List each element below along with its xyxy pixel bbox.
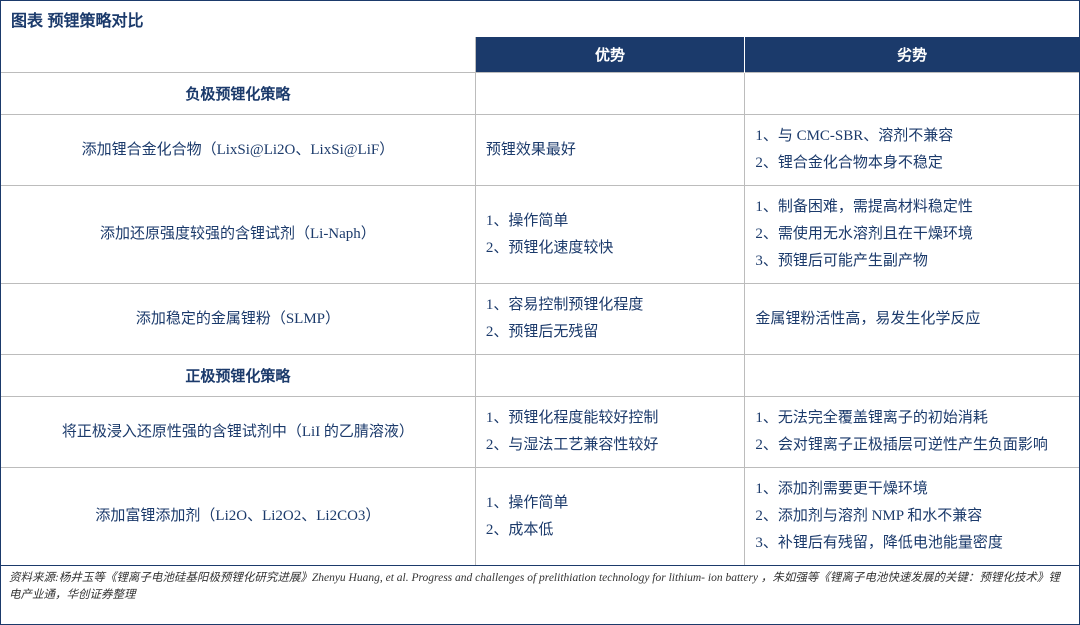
table-header-row: 优势劣势 [1,37,1079,73]
header-cell-col1: 优势 [475,37,745,73]
section-title-row: 负极预锂化策略 [1,73,1079,115]
source-footer: 资料来源:杨井玉等《锂离子电池硅基阳极预锂化研究进展》Zhenyu Huang,… [1,565,1079,609]
table-row: 添加富锂添加剂（Li2O、Li2O2、Li2CO3）1、操作简单2、成本低1、添… [1,468,1079,566]
disadvantage-cell: 1、添加剂需要更干燥环境2、添加剂与溶剂 NMP 和水不兼容3、补锂后有残留，降… [745,468,1079,566]
table-row: 将正极浸入还原性强的含锂试剂中（LiI 的乙腈溶液）1、预锂化程度能较好控制2、… [1,397,1079,468]
cell-line: 3、补锂后有残留，降低电池能量密度 [755,530,1069,557]
table-container: 图表 预锂策略对比 优势劣势负极预锂化策略添加锂合金化合物（LixSi@Li2O… [0,0,1080,625]
cell-line: 2、锂合金化合物本身不稳定 [755,150,1069,177]
table-row: 添加还原强度较强的含锂试剂（Li-Naph）1、操作简单2、预锂化速度较快1、制… [1,186,1079,284]
section-empty-cell [475,73,745,115]
header-cell-col0 [1,37,475,73]
advantage-cell: 预锂效果最好 [475,115,745,186]
cell-line: 1、制备困难，需提高材料稳定性 [755,194,1069,221]
table-row: 添加锂合金化合物（LixSi@Li2O、LixSi@LiF） 预锂效果最好 1、与 … [1,115,1079,186]
section-title-row: 正极预锂化策略 [1,355,1079,397]
cell-line: 1、容易控制预锂化程度 [486,292,735,319]
section-empty-cell [745,73,1079,115]
cell-line: 2、成本低 [486,517,735,544]
cell-line: 2、需使用无水溶剂且在干燥环境 [755,221,1069,248]
cell-line: 预锂效果最好 [486,137,735,164]
method-cell: 添加稳定的金属锂粉（SLMP） [1,284,475,355]
comparison-table: 优势劣势负极预锂化策略添加锂合金化合物（LixSi@Li2O、LixSi@LiF… [1,37,1079,565]
cell-line: 2、与湿法工艺兼容性较好 [486,432,735,459]
disadvantage-cell: 1、与 CMC-SBR、溶剂不兼容2、锂合金化合物本身不稳定 [745,115,1079,186]
disadvantage-cell: 1、无法完全覆盖锂离子的初始消耗2、会对锂离子正极插层可逆性产生负面影响 [745,397,1079,468]
header-cell-col2: 劣势 [745,37,1079,73]
disadvantage-cell: 1、制备困难，需提高材料稳定性2、需使用无水溶剂且在干燥环境3、预锂后可能产生副… [745,186,1079,284]
cell-line: 1、添加剂需要更干燥环境 [755,476,1069,503]
section-empty-cell [745,355,1079,397]
method-cell: 添加还原强度较强的含锂试剂（Li-Naph） [1,186,475,284]
cell-line: 金属锂粉活性高，易发生化学反应 [755,306,1069,333]
cell-line: 1、与 CMC-SBR、溶剂不兼容 [755,123,1069,150]
section-empty-cell [475,355,745,397]
method-cell: 添加锂合金化合物（LixSi@Li2O、LixSi@LiF） [1,115,475,186]
cell-line: 2、预锂化速度较快 [486,235,735,262]
cell-line: 3、预锂后可能产生副产物 [755,248,1069,275]
cell-line: 1、操作简单 [486,490,735,517]
table-row: 添加稳定的金属锂粉（SLMP）1、容易控制预锂化程度2、预锂后无残留金属锂粉活性… [1,284,1079,355]
disadvantage-cell: 金属锂粉活性高，易发生化学反应 [745,284,1079,355]
cell-line: 2、预锂后无残留 [486,319,735,346]
method-cell: 添加富锂添加剂（Li2O、Li2O2、Li2CO3） [1,468,475,566]
method-cell: 将正极浸入还原性强的含锂试剂中（LiI 的乙腈溶液） [1,397,475,468]
advantage-cell: 1、预锂化程度能较好控制2、与湿法工艺兼容性较好 [475,397,745,468]
advantage-cell: 1、容易控制预锂化程度2、预锂后无残留 [475,284,745,355]
cell-line: 1、操作简单 [486,208,735,235]
section-title-cell: 负极预锂化策略 [1,73,475,115]
advantage-cell: 1、操作简单2、预锂化速度较快 [475,186,745,284]
cell-line: 1、无法完全覆盖锂离子的初始消耗 [755,405,1069,432]
section-title-cell: 正极预锂化策略 [1,355,475,397]
cell-line: 2、会对锂离子正极插层可逆性产生负面影响 [755,432,1069,459]
chart-title: 图表 预锂策略对比 [1,1,1079,37]
cell-line: 1、预锂化程度能较好控制 [486,405,735,432]
cell-line: 2、添加剂与溶剂 NMP 和水不兼容 [755,503,1069,530]
advantage-cell: 1、操作简单2、成本低 [475,468,745,566]
